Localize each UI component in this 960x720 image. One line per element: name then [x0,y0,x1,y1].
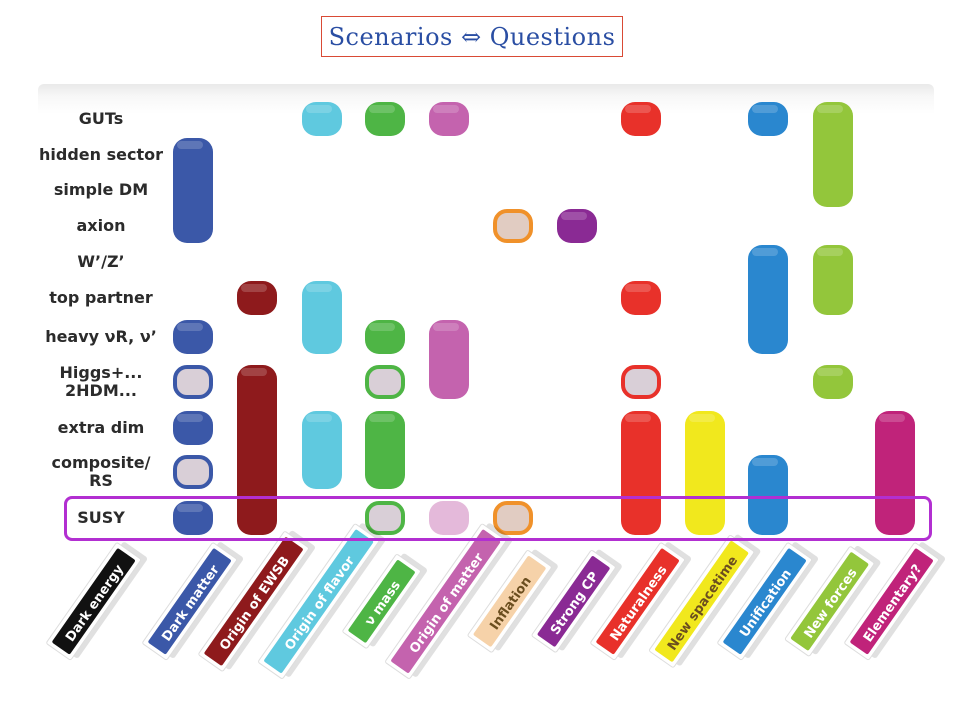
row-label: composite/RS [32,454,170,490]
row-label: SUSY [32,509,170,527]
matrix-cell [748,455,788,535]
matrix-cell [365,501,405,535]
column-tag-mass: ν mass [342,553,427,649]
row-label-line: W’/Z’ [77,252,125,271]
matrix-cell [813,365,853,399]
column-tag-unification: Unification [717,542,819,661]
matrix-cell [365,320,405,354]
row-label-line: composite/ [51,453,151,472]
row-label: simple DM [32,181,170,199]
matrix-cell [302,281,342,354]
matrix-cell [493,501,533,535]
column-tag-dark-energy: Dark energy [46,542,148,661]
matrix-cell [557,209,597,243]
matrix-cell [685,411,725,535]
matrix-cell [302,102,342,136]
matrix-cell [621,411,661,535]
row-label-line: simple DM [53,180,149,199]
matrix-cell [173,320,213,354]
matrix-cell [365,411,405,489]
row-label-line: RS [89,471,113,490]
matrix-cell [429,102,469,136]
row-label-line: heavy νR, ν’ [45,327,157,346]
matrix-cell [365,365,405,399]
matrix-cell [173,501,213,535]
matrix-cell [621,281,661,315]
matrix-cell [237,365,277,535]
row-label-line: 2HDM... [65,381,137,400]
matrix-cell [748,245,788,354]
matrix-cell [621,365,661,399]
matrix-cell [429,320,469,399]
row-label: Higgs+... 2HDM... [32,364,170,400]
row-label-line: top partner [49,288,153,307]
matrix-cell [173,455,213,489]
row-label-line: hidden sector [39,145,163,164]
row-label-line: Higgs+... [59,363,143,382]
matrix-cell [813,245,853,315]
row-label: GUTs [32,110,170,128]
row-label-line: axion [76,216,126,235]
row-label: extra dim [32,419,170,437]
matrix-cell [429,501,469,535]
row-label-line: SUSY [77,508,125,527]
matrix-cell [813,102,853,207]
matrix-cell [493,209,533,243]
matrix-cell [621,102,661,136]
matrix-cell [748,102,788,136]
row-label: top partner [32,289,170,307]
row-label-line: GUTs [78,109,124,128]
matrix-cell [302,411,342,489]
row-label: W’/Z’ [32,253,170,271]
row-label: hidden sector [32,146,170,164]
matrix-cell [875,411,915,535]
row-label: axion [32,217,170,235]
matrix-cell [173,411,213,445]
row-label: heavy νR, ν’ [32,328,170,346]
row-label-line: extra dim [57,418,145,437]
matrix-cell [173,138,213,243]
slide-title: Scenarios ⇔ Questions [321,16,623,57]
matrix-cell [237,281,277,315]
matrix-cell [173,365,213,399]
matrix-cell [365,102,405,136]
